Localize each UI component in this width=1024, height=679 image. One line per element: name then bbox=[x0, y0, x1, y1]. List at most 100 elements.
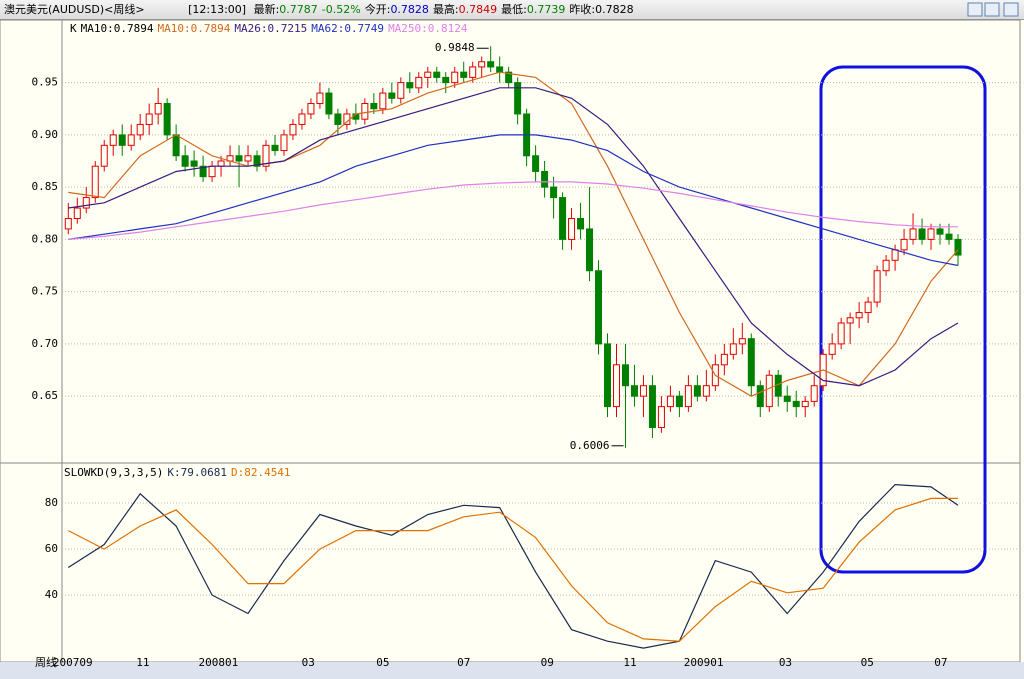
candle-body bbox=[783, 395, 791, 402]
candle-body bbox=[424, 71, 432, 78]
field-label: 最低: bbox=[501, 3, 527, 16]
candle-body bbox=[154, 103, 162, 115]
candle-body bbox=[514, 82, 522, 115]
annotation: 0.9848 bbox=[435, 41, 475, 54]
candle-body bbox=[208, 165, 216, 178]
candle-body bbox=[720, 353, 728, 366]
legend-entry: MA26:0.7215 bbox=[234, 22, 307, 35]
candle-body bbox=[945, 233, 953, 240]
candle-body bbox=[550, 186, 558, 199]
line bbox=[68, 71, 959, 397]
candle-body bbox=[864, 301, 872, 314]
candle-body bbox=[181, 155, 189, 167]
candle-body bbox=[262, 144, 270, 167]
y-tick-label: 0.70 bbox=[32, 337, 59, 350]
candle-body bbox=[846, 317, 854, 324]
candle-body bbox=[918, 228, 926, 240]
button[interactable] bbox=[1003, 2, 1019, 17]
legend: K MA10:0.7894 MA10:0.7894 MA26:0.7215 MA62:0… bbox=[70, 22, 468, 35]
field-value: 0.7739 bbox=[526, 3, 566, 16]
legend-label: K bbox=[70, 22, 77, 35]
window-buttons[interactable] bbox=[967, 2, 1019, 17]
candle-body bbox=[163, 103, 171, 136]
button[interactable] bbox=[967, 2, 983, 17]
frame bbox=[0, 19, 1021, 663]
candle-body bbox=[496, 66, 504, 73]
candle-body bbox=[738, 338, 746, 345]
candle-body bbox=[82, 197, 90, 209]
y-tick-label: 0.65 bbox=[32, 389, 59, 402]
candle-body bbox=[568, 217, 576, 240]
y-tick-label: 40 bbox=[45, 588, 58, 601]
field-value: -0.52% bbox=[321, 3, 361, 16]
candle-body bbox=[882, 259, 890, 272]
time: [12:13:00] bbox=[188, 3, 247, 16]
candle-body bbox=[73, 207, 81, 219]
candle-body bbox=[271, 144, 279, 152]
y-tick-label: 0.80 bbox=[32, 232, 59, 245]
x-tick-label: 200709 bbox=[53, 656, 93, 669]
line bbox=[68, 87, 959, 387]
field-value: 0.7828 bbox=[390, 3, 429, 16]
candle-body bbox=[586, 228, 594, 272]
candle-body bbox=[91, 165, 99, 199]
legend-entry: MA250:0.8124 bbox=[388, 22, 468, 35]
line bbox=[68, 134, 959, 267]
candle-body bbox=[118, 134, 126, 146]
legend-label: MA10:0.7894 bbox=[81, 22, 154, 35]
candle-body bbox=[307, 103, 315, 115]
candle-body bbox=[855, 312, 863, 319]
candle-body bbox=[630, 385, 638, 397]
field-label: 昨收: bbox=[569, 3, 596, 16]
candle-body bbox=[595, 270, 603, 345]
candle-body bbox=[172, 134, 180, 157]
candle-body bbox=[136, 123, 144, 136]
candle-body bbox=[648, 385, 656, 429]
candle-body bbox=[621, 364, 629, 387]
candle-body bbox=[217, 160, 225, 167]
candle-body bbox=[298, 113, 306, 125]
candle-body bbox=[253, 155, 261, 167]
candle-body bbox=[64, 217, 72, 230]
y-tick-label: 80 bbox=[45, 496, 58, 509]
candle-body bbox=[433, 71, 441, 78]
field-value: 0.7828 bbox=[595, 3, 634, 16]
candle-body bbox=[756, 385, 764, 408]
candle-body bbox=[379, 92, 387, 110]
candle-body bbox=[442, 76, 450, 84]
candle-body bbox=[244, 155, 252, 162]
candle-body bbox=[397, 82, 405, 99]
legend-entry: MA62:0.7749 bbox=[311, 22, 384, 35]
candle-body bbox=[639, 385, 647, 397]
button[interactable] bbox=[984, 2, 1000, 17]
candle-body bbox=[577, 217, 585, 230]
candle-body bbox=[927, 228, 935, 240]
candle-body bbox=[891, 249, 899, 261]
candle-body bbox=[109, 134, 117, 146]
candle-body bbox=[145, 113, 153, 125]
field-label: 最高: bbox=[432, 3, 459, 16]
candle-body bbox=[657, 406, 665, 429]
line bbox=[68, 497, 958, 642]
annotation: 0.6006 bbox=[570, 439, 610, 452]
field-label: 今开: bbox=[364, 3, 391, 16]
line bbox=[67, 483, 959, 649]
candle-body bbox=[406, 82, 414, 89]
x-tick-label: 03 bbox=[779, 656, 792, 669]
field-label: 最新: bbox=[253, 3, 280, 16]
instrument: 澳元美元(AUDUSD)<周线> bbox=[4, 3, 145, 16]
y-tick-label: 0.90 bbox=[32, 128, 59, 141]
candle-body bbox=[936, 228, 944, 235]
candle-body bbox=[280, 134, 288, 152]
candle-body bbox=[478, 61, 486, 68]
y-tick-label: 60 bbox=[45, 542, 58, 555]
candle-body bbox=[100, 144, 108, 167]
candle-body bbox=[837, 322, 845, 345]
candle-body bbox=[361, 103, 369, 120]
field-value: 0.7787 bbox=[279, 3, 318, 16]
candle-body bbox=[729, 343, 737, 355]
candle-body bbox=[810, 385, 818, 402]
candle-body bbox=[235, 155, 243, 162]
